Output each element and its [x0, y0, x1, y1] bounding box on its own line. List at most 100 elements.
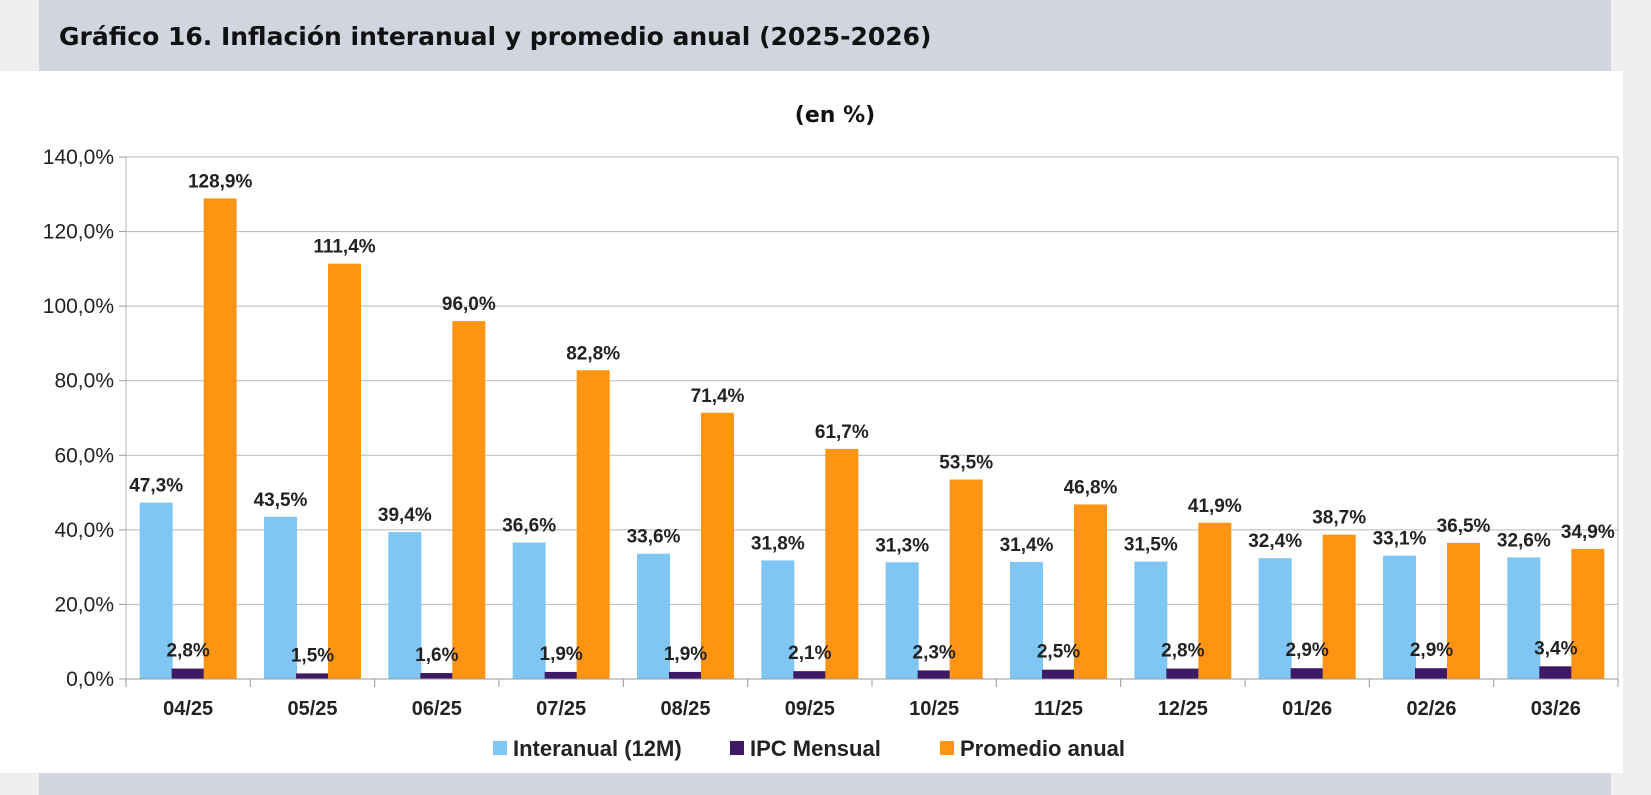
- footer-band: [39, 773, 1611, 795]
- bar: [576, 370, 610, 679]
- y-tick-label: 120,0%: [43, 221, 114, 244]
- data-label: 53,5%: [939, 453, 993, 474]
- bar: [949, 479, 983, 679]
- bar: [1166, 668, 1200, 679]
- y-axis: 0,0% 20,0% 40,0% 60,0% 80,0% 100,0% 120,0% 140,…: [43, 146, 126, 691]
- x-tick-label: 05/25: [287, 698, 337, 720]
- bar: [420, 673, 454, 679]
- bar: [1539, 666, 1573, 679]
- bar: [203, 198, 237, 679]
- data-labels: 47,3% 43,5% 39,4% 36,6% 33,6% 31,8% 31,3% 31,4%…: [129, 171, 1615, 666]
- y-tick-label: 140,0%: [43, 146, 114, 169]
- bar: [1198, 522, 1232, 679]
- data-label: 2,1%: [788, 643, 831, 664]
- bar: [544, 671, 578, 679]
- data-label: 32,4%: [1248, 531, 1302, 552]
- y-tick-label: 60,0%: [54, 444, 114, 467]
- x-tick-label: 08/25: [660, 698, 710, 720]
- x-tick-label: 12/25: [1158, 698, 1208, 720]
- data-label: 2,8%: [167, 641, 210, 662]
- data-label: 71,4%: [691, 386, 745, 407]
- bar: [1507, 557, 1541, 679]
- data-label: 2,8%: [1161, 641, 1204, 662]
- x-tick-label: 09/25: [785, 698, 835, 720]
- bar: [264, 516, 297, 679]
- bar: [669, 671, 702, 679]
- data-label: 111,4%: [313, 237, 375, 258]
- bar: [1383, 555, 1416, 679]
- data-label: 96,0%: [442, 294, 496, 315]
- data-label: 61,7%: [815, 422, 869, 443]
- y-tick-label: 80,0%: [54, 370, 114, 393]
- data-label: 39,4%: [378, 505, 432, 526]
- data-label: 38,7%: [1312, 508, 1366, 529]
- data-label: 128,9%: [188, 171, 253, 192]
- y-tick-label: 100,0%: [43, 295, 114, 318]
- bar: [139, 502, 173, 679]
- y-tick-label: 0,0%: [66, 668, 114, 691]
- bar: [452, 321, 486, 679]
- bar: [1074, 504, 1107, 679]
- data-label: 31,8%: [751, 533, 805, 554]
- bar: [296, 673, 329, 679]
- data-label: 36,6%: [502, 516, 556, 537]
- bar: [1258, 558, 1292, 679]
- data-label: 2,3%: [913, 642, 956, 663]
- data-label: 2,5%: [1037, 642, 1080, 663]
- bar: [1322, 534, 1356, 679]
- bar: [388, 532, 422, 679]
- x-tick-label: 04/25: [163, 698, 213, 720]
- data-label: 31,3%: [875, 535, 929, 556]
- x-tick-label: 06/25: [412, 698, 462, 720]
- chart-subtitle: (en %): [795, 103, 875, 128]
- chart-title: Gráfico 16. Inflación interanual y prome…: [59, 22, 932, 51]
- legend-item: Promedio anual: [940, 736, 1125, 761]
- bar: [885, 562, 919, 679]
- data-label: 82,8%: [566, 343, 620, 364]
- bar: [512, 542, 546, 679]
- bar: [1042, 669, 1075, 679]
- bar: [171, 668, 205, 679]
- legend-label: Promedio anual: [960, 736, 1125, 761]
- data-label: 1,6%: [415, 645, 458, 666]
- data-label: 36,5%: [1437, 516, 1491, 537]
- bar: [701, 412, 734, 679]
- legend-swatch: [493, 741, 507, 755]
- data-label: 34,9%: [1561, 522, 1615, 543]
- header-band: [39, 0, 1611, 71]
- bar: [761, 560, 795, 679]
- bar: [917, 670, 951, 679]
- x-tick-label: 11/25: [1034, 698, 1083, 720]
- data-label: 3,4%: [1534, 638, 1577, 659]
- legend-item: Interanual (12M): [493, 736, 682, 761]
- data-label: 1,5%: [291, 645, 334, 666]
- bar: [1290, 668, 1324, 679]
- legend-label: IPC Mensual: [750, 736, 881, 761]
- bar: [825, 448, 859, 679]
- x-tick-label: 02/26: [1406, 698, 1456, 720]
- data-label: 31,4%: [1000, 535, 1054, 556]
- legend: Interanual (12M) IPC Mensual Promedio anua…: [493, 736, 1125, 761]
- x-tick-label: 10/25: [909, 698, 959, 720]
- data-label: 33,1%: [1373, 529, 1427, 550]
- bar: [637, 553, 670, 679]
- legend-item: IPC Mensual: [730, 736, 881, 761]
- data-label: 33,6%: [627, 527, 681, 548]
- legend-swatch: [940, 741, 954, 755]
- y-tick-label: 40,0%: [54, 519, 114, 542]
- bar: [1010, 561, 1043, 679]
- data-label: 1,9%: [664, 644, 707, 665]
- bar: [1447, 542, 1480, 679]
- data-label: 46,8%: [1064, 478, 1118, 499]
- x-tick-label: 01/26: [1282, 698, 1332, 720]
- bars: [139, 198, 1605, 679]
- bar: [1415, 668, 1448, 679]
- data-label: 1,9%: [540, 644, 583, 665]
- bar: [793, 671, 827, 679]
- data-label: 2,9%: [1286, 640, 1329, 661]
- y-tick-label: 20,0%: [54, 593, 114, 616]
- data-label: 43,5%: [254, 490, 308, 511]
- data-label: 32,6%: [1497, 530, 1551, 551]
